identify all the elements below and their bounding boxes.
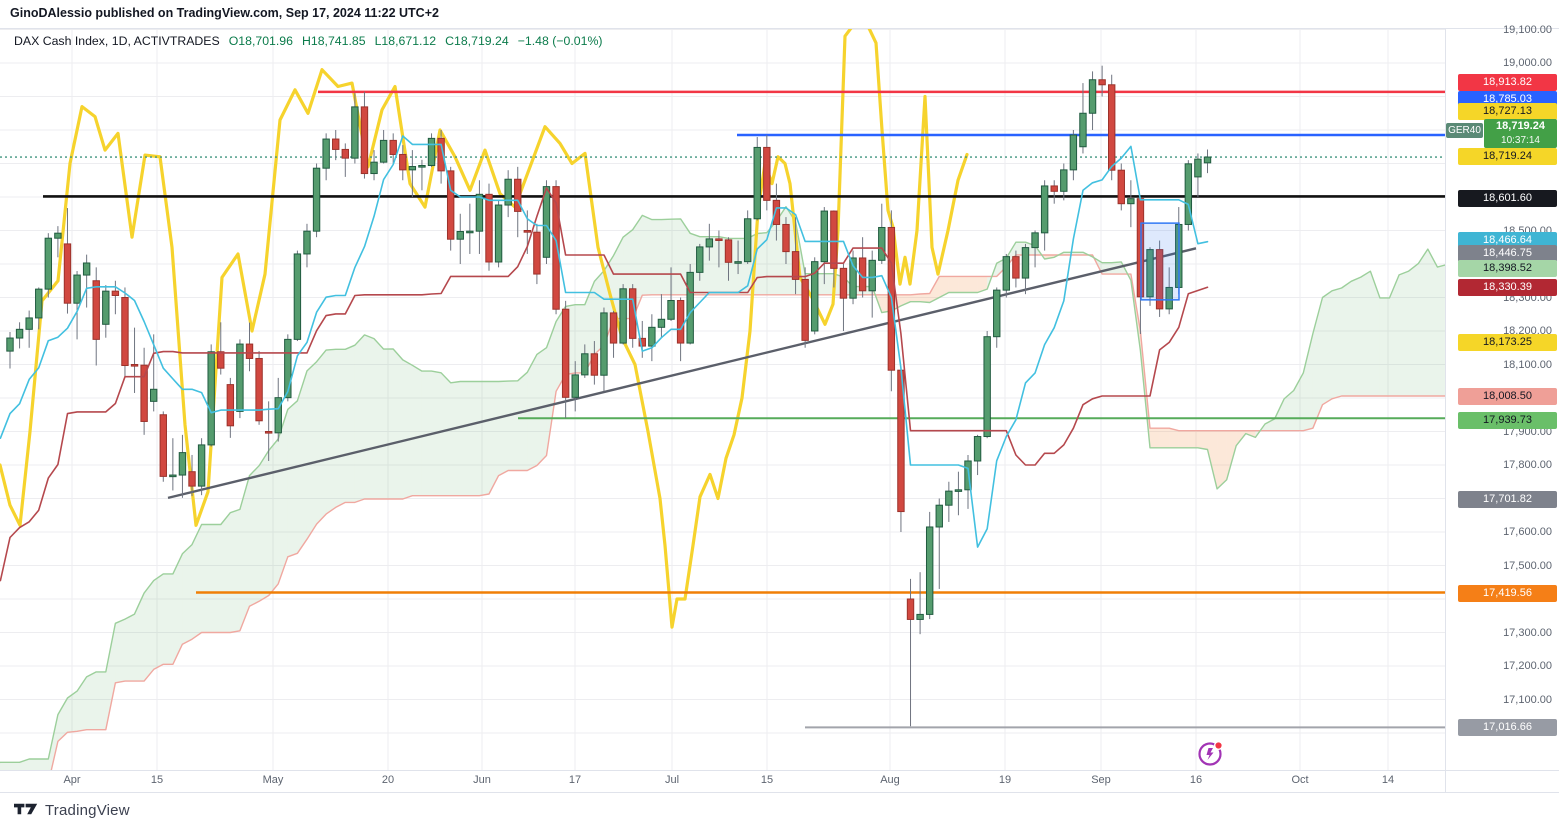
price-level-badge: 18,008.50: [1458, 387, 1557, 405]
price-level-badge: 18,173.25: [1458, 333, 1557, 351]
price-level-badge: 17,939.73: [1458, 411, 1557, 429]
chart-legend: DAX Cash Index, 1D, ACTIVTRADES O18,701.9…: [14, 34, 603, 48]
price-level-badge: 17,419.56: [1458, 584, 1557, 602]
price-level-badge: 17,701.82: [1458, 490, 1557, 508]
last-price: 18,719.24: [1496, 120, 1545, 132]
pane-top-border: [0, 28, 1559, 29]
legend-ohlc-value: O18,701.96: [228, 34, 293, 48]
legend-ohlc-value: H18,741.85: [301, 34, 366, 48]
time-tick-label: 16: [1189, 774, 1203, 786]
price-tick-label: 17,600.00: [1503, 526, 1552, 538]
price-level-badge: 18,727.13: [1458, 102, 1557, 120]
price-tick-label: 19,000.00: [1503, 57, 1552, 69]
price-level-badge: 18,466.64: [1458, 231, 1557, 249]
legend-ohlc-value: −1.48 (−0.01%): [517, 34, 603, 48]
legend-ohlc-value: L18,671.12: [374, 34, 437, 48]
price-tick-label: 17,300.00: [1503, 626, 1552, 639]
price-tick-label: 17,900.00: [1503, 425, 1552, 438]
tradingview-wordmark: TradingView: [45, 802, 130, 819]
time-tick-label: Apr: [63, 774, 81, 786]
price-level-badge: 18,601.60: [1458, 189, 1557, 207]
price-level-badge: 18,913.82: [1458, 73, 1557, 91]
price-tick-label: 19,100.00: [1503, 23, 1552, 36]
time-tick-label: Jun: [473, 774, 491, 786]
time-tick-label: Jul: [664, 774, 680, 786]
time-tick-label: 17: [568, 774, 582, 786]
price-tick-label: 17,100.00: [1503, 693, 1552, 706]
bar-countdown: 10:37:14: [1501, 135, 1540, 146]
price-tick-label: 18,100.00: [1503, 358, 1552, 371]
time-tick-label: Sep: [1091, 774, 1111, 786]
axis-left-border: [1445, 28, 1446, 792]
time-tick-label: 14: [1381, 774, 1395, 786]
tradingview-logo[interactable]: TradingView: [14, 802, 130, 819]
reaction-icon[interactable]: [1198, 741, 1223, 766]
time-tick-label: 15: [150, 774, 164, 786]
publish-header: GinoDAlessio published on TradingView.co…: [10, 6, 439, 20]
price-level-badge: 18,719.24: [1458, 147, 1557, 165]
time-axis-top-border: [0, 770, 1559, 771]
time-tick-label: 20: [381, 774, 395, 786]
price-level-badge: 18,330.39: [1458, 278, 1557, 296]
time-tick-label: 19: [998, 774, 1012, 786]
tradingview-logo-icon: [14, 803, 38, 814]
price-tick-label: 17,800.00: [1503, 459, 1552, 471]
price-tick-label: 17,500.00: [1503, 559, 1552, 572]
legend-ohlc-value: C18,719.24: [445, 34, 509, 48]
price-tick-label: 17,200.00: [1503, 660, 1552, 672]
symbol-tag: GER40: [1446, 123, 1483, 138]
time-tick-label: Aug: [880, 774, 900, 786]
price-level-badge: 18,446.75: [1458, 244, 1557, 262]
last-price-badge: 18,719.24 10:37:14: [1484, 119, 1557, 148]
time-tick-label: 15: [760, 774, 774, 786]
footer-border: [0, 792, 1559, 793]
symbol-title: DAX Cash Index, 1D, ACTIVTRADES: [14, 34, 220, 48]
time-tick-label: May: [262, 774, 284, 786]
price-level-badge: 18,398.52: [1458, 259, 1557, 277]
time-tick-label: Oct: [1291, 774, 1309, 786]
price-level-badge: 17,016.66: [1458, 718, 1557, 736]
